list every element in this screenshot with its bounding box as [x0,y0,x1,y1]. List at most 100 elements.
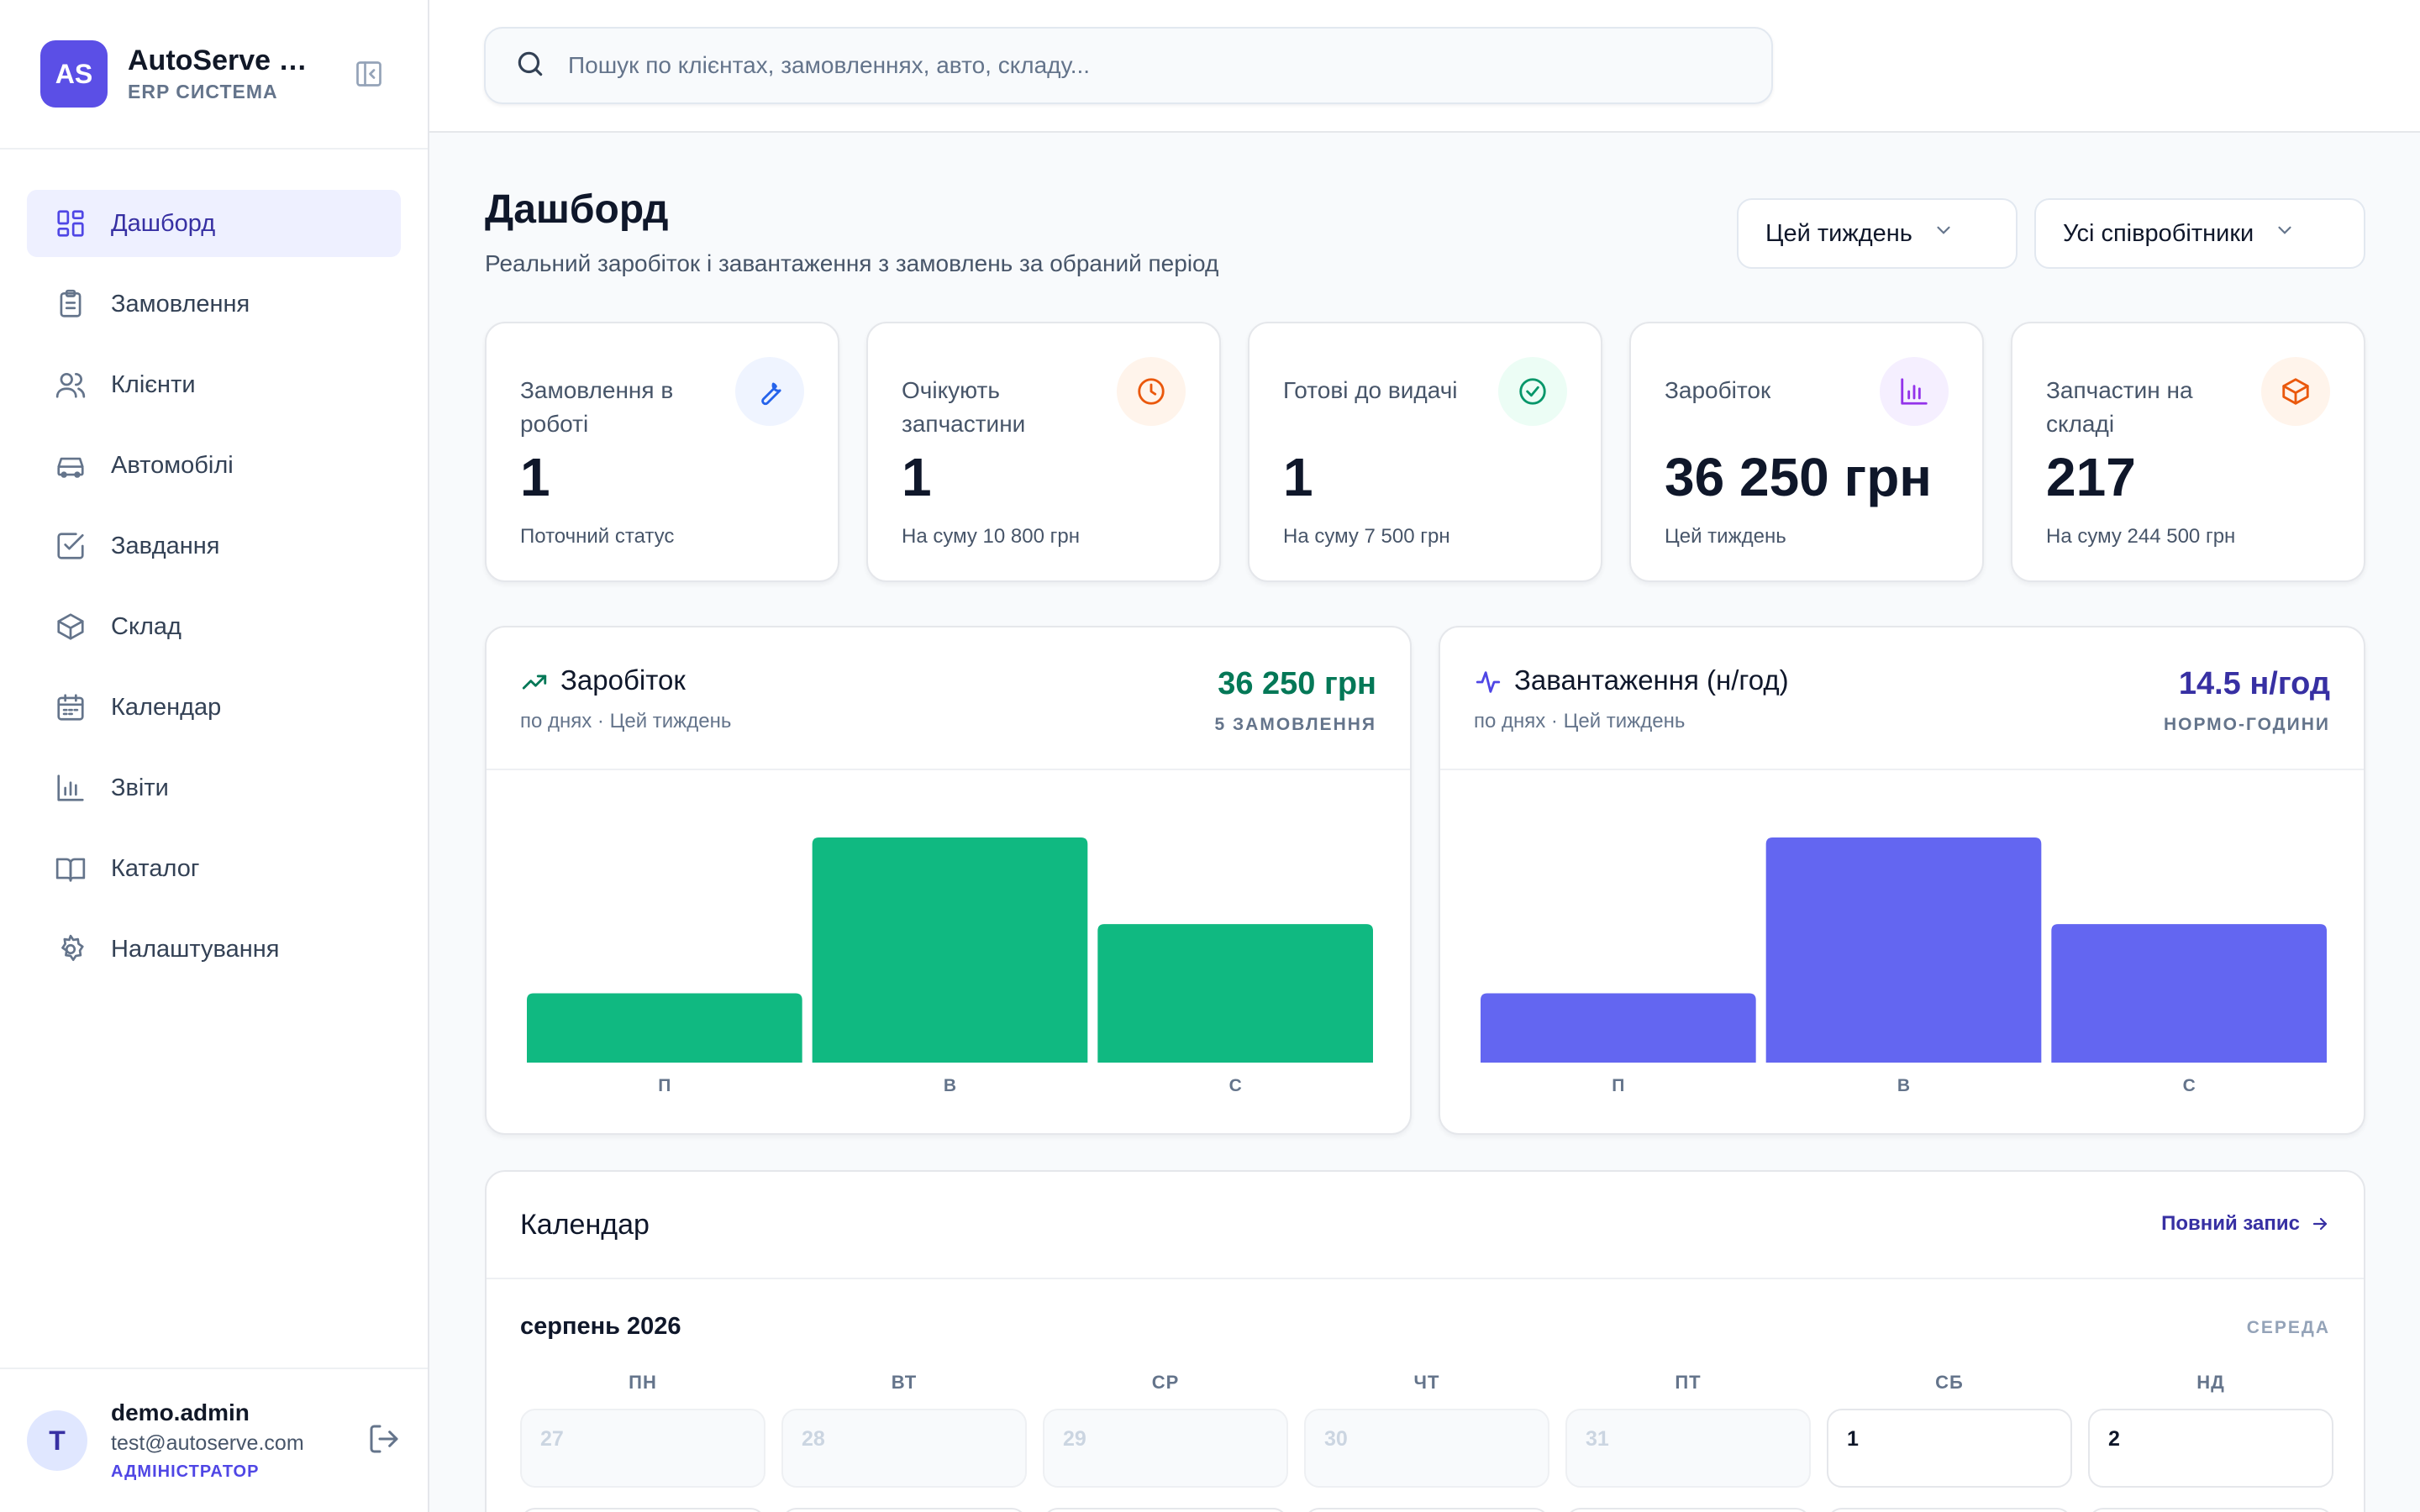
sidebar-item-7[interactable]: Звіти [27,754,401,822]
stat-note: На суму 7 500 грн [1283,525,1450,548]
chart-bar[interactable] [2051,924,2327,1063]
calendar-icon [54,690,87,724]
sidebar-item-label: Налаштування [111,935,280,963]
load-hours-label: НОРМО-ГОДИНИ [2163,715,2330,734]
trending-up-icon [520,668,549,701]
stat-card[interactable]: Заробіток 36 250 грн Цей тиждень [1629,322,1984,582]
period-select[interactable]: Цей тиждень [1737,198,2018,269]
weekday-header: НД [2196,1372,2225,1393]
user-name: demo.admin [111,1399,250,1425]
collapse-sidebar-icon[interactable] [350,55,387,92]
app-name: AutoServe ERP [128,45,308,76]
gear-icon [54,932,87,966]
stat-value: 1 [1283,447,1313,507]
earnings-chart-card: Заробіток по днях · Цей тиждень 36 250 г… [485,626,1412,1135]
stat-card[interactable]: Очікують запчастини 1 На суму 10 800 грн [866,322,1221,582]
calendar-day[interactable]: 30 [1304,1409,1549,1488]
chart-bar[interactable] [1765,837,2042,1063]
stat-note: Поточний статус [520,525,675,548]
avatar[interactable]: T [27,1410,87,1471]
stat-value: 36 250 грн [1665,447,1932,507]
user-panel: T demo.admin test@autoserve.com АДМІНІСТ… [0,1368,428,1512]
main-content: Дашборд Реальний заробіток і завантаженн… [485,133,2365,1135]
earnings-chart-title: Заробіток [560,664,686,696]
sidebar-item-4[interactable]: Завдання [27,512,401,580]
sidebar-item-6[interactable]: Календар [27,674,401,741]
weekday-header: СБ [1935,1372,1964,1393]
charts-row: Заробіток по днях · Цей тиждень 36 250 г… [485,626,2365,1135]
chart-bar[interactable] [812,837,1088,1063]
stat-card[interactable]: Готові до видачі 1 На суму 7 500 грн [1248,322,1602,582]
calendar-day[interactable]: 2 [2088,1409,2333,1488]
calendar-card: Календар Повний запис серпень 2026 СЕРЕД… [485,1170,2365,1512]
dashboard-icon [54,207,87,240]
earnings-orders-count: 5 ЗАМОВЛЕННЯ [1214,715,1376,734]
stat-note: На суму 10 800 грн [902,525,1080,548]
search-icon [514,48,546,84]
calendar-day[interactable] [781,1508,1027,1512]
page-subtitle: Реальний заробіток і завантаження з замо… [485,250,1219,276]
sidebar-item-3[interactable]: Автомобілі [27,432,401,499]
checkbox-icon [54,529,87,563]
weekday-header: ПН [629,1372,657,1393]
earnings-total: 36 250 грн [1218,666,1376,701]
chart-bar[interactable] [1481,993,1756,1063]
stat-card[interactable]: Замовлення в роботі 1 Поточний статус [485,322,839,582]
load-chart-title: Завантаження (н/год) [1514,664,1789,696]
sidebar-item-label: Клієнти [111,370,196,398]
sidebar-item-label: Завдання [111,532,220,559]
sidebar-item-5[interactable]: Склад [27,593,401,660]
calendar-day[interactable]: 1 [1827,1409,2072,1488]
logout-icon[interactable] [367,1422,401,1460]
employee-select[interactable]: Усі співробітники [2034,198,2365,269]
sidebar-item-0[interactable]: Дашборд [27,190,401,257]
period-select-value: Цей тиждень [1765,219,1912,247]
box-icon [2261,357,2330,426]
full-schedule-link[interactable]: Повний запис [2161,1212,2330,1236]
sidebar-item-1[interactable]: Замовлення [27,270,401,338]
calendar-day[interactable]: 31 [1565,1409,1811,1488]
calendar-day[interactable] [1304,1508,1549,1512]
calendar-day[interactable] [2088,1508,2333,1512]
calendar-day[interactable] [1827,1508,2072,1512]
clipboard-icon [54,287,87,321]
calendar-day[interactable] [1043,1508,1288,1512]
sidebar: AS AutoServe ERP ERP СИСТЕМА Дашборд Замо… [0,0,429,1512]
stat-value: 1 [520,447,550,507]
chart-tick-label: П [1612,1076,1624,1095]
chevron-down-icon [1933,219,1954,248]
check-circle-icon [1498,357,1567,426]
stat-note: На суму 244 500 грн [2046,525,2236,548]
load-total: 14.5 н/год [2178,666,2330,701]
weekday-header: ЧТ [1413,1372,1440,1393]
stat-cards: Замовлення в роботі 1 Поточний статус Очіку… [485,322,2365,584]
sidebar-item-9[interactable]: Налаштування [27,916,401,983]
sidebar-item-8[interactable]: Каталог [27,835,401,902]
calendar-day[interactable]: 28 [781,1409,1027,1488]
chart-bar[interactable] [1097,924,1373,1063]
page-title: Дашборд [485,187,669,232]
calendar-day[interactable] [520,1508,765,1512]
full-schedule-label: Повний запис [2161,1212,2300,1235]
weekday-header: ПТ [1675,1372,1702,1393]
chevron-down-icon [2274,219,2296,248]
arrow-right-icon [2312,1217,2328,1231]
chart-bar[interactable] [527,993,802,1063]
app-logo[interactable]: AS [40,40,108,108]
clock-icon [1117,357,1186,426]
calendar-month: серпень 2026 [520,1313,681,1340]
calendar-day[interactable]: 27 [520,1409,765,1488]
bar-chart-icon [1880,357,1949,426]
calendar-day[interactable]: 29 [1043,1409,1288,1488]
sidebar-item-label: Дашборд [111,209,216,237]
calendar-day[interactable] [1565,1508,1811,1512]
sidebar-item-2[interactable]: Клієнти [27,351,401,418]
app-subtitle: ERP СИСТЕМА [128,81,278,102]
search-input[interactable] [568,52,1743,79]
chart-tick-label: П [658,1076,671,1095]
stat-card[interactable]: Запчастин на складі 217 На суму 244 500 гр… [2011,322,2365,582]
search-box[interactable] [484,27,1773,104]
stat-label: Запчастин на складі [2046,377,2193,437]
stat-label: Очікують запчастини [902,377,1026,437]
